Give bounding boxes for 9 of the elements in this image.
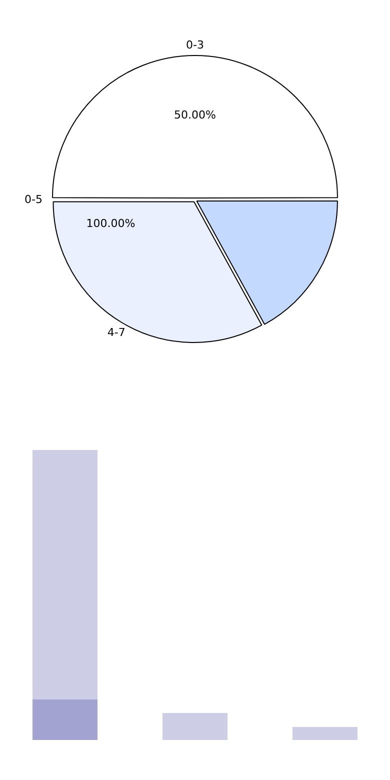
bar (32, 699, 98, 740)
slice-label: 0-3 (186, 38, 204, 52)
text: 100.00% (86, 216, 136, 230)
slice-label: 4-7 (107, 326, 126, 339)
bar (162, 713, 228, 740)
data-label: 50.00% (174, 108, 216, 122)
text: 0-5 (24, 192, 42, 206)
bar (292, 726, 358, 740)
bar (32, 450, 98, 700)
